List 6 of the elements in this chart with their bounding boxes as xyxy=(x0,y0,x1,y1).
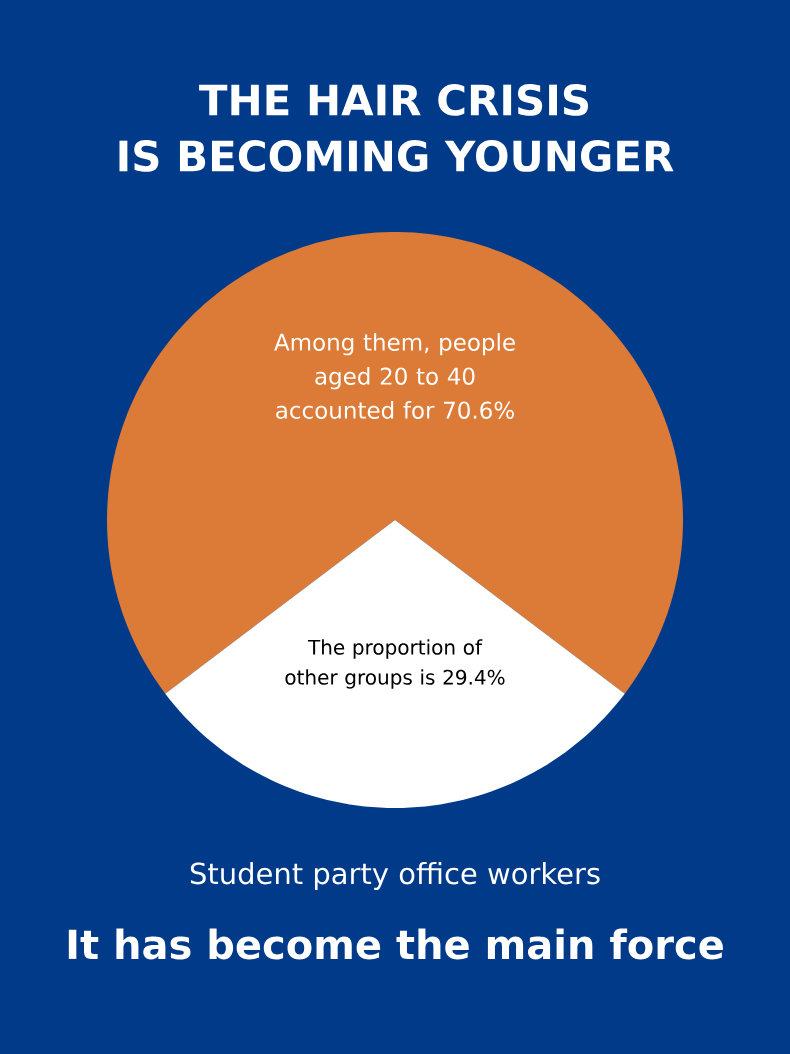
slice-label: Among them, people aged 20 to 40 accounted for 70.6% xyxy=(274,333,515,419)
chart-subtitle: IS BECOMING YOUNGER xyxy=(119,140,674,172)
text: Student party office workers xyxy=(190,861,600,891)
slice-label: The proportion of other groups is 29.4% xyxy=(285,639,505,689)
text: It has become the main force xyxy=(68,928,723,960)
chart-title: THE HAIR CRISIS xyxy=(199,84,589,116)
